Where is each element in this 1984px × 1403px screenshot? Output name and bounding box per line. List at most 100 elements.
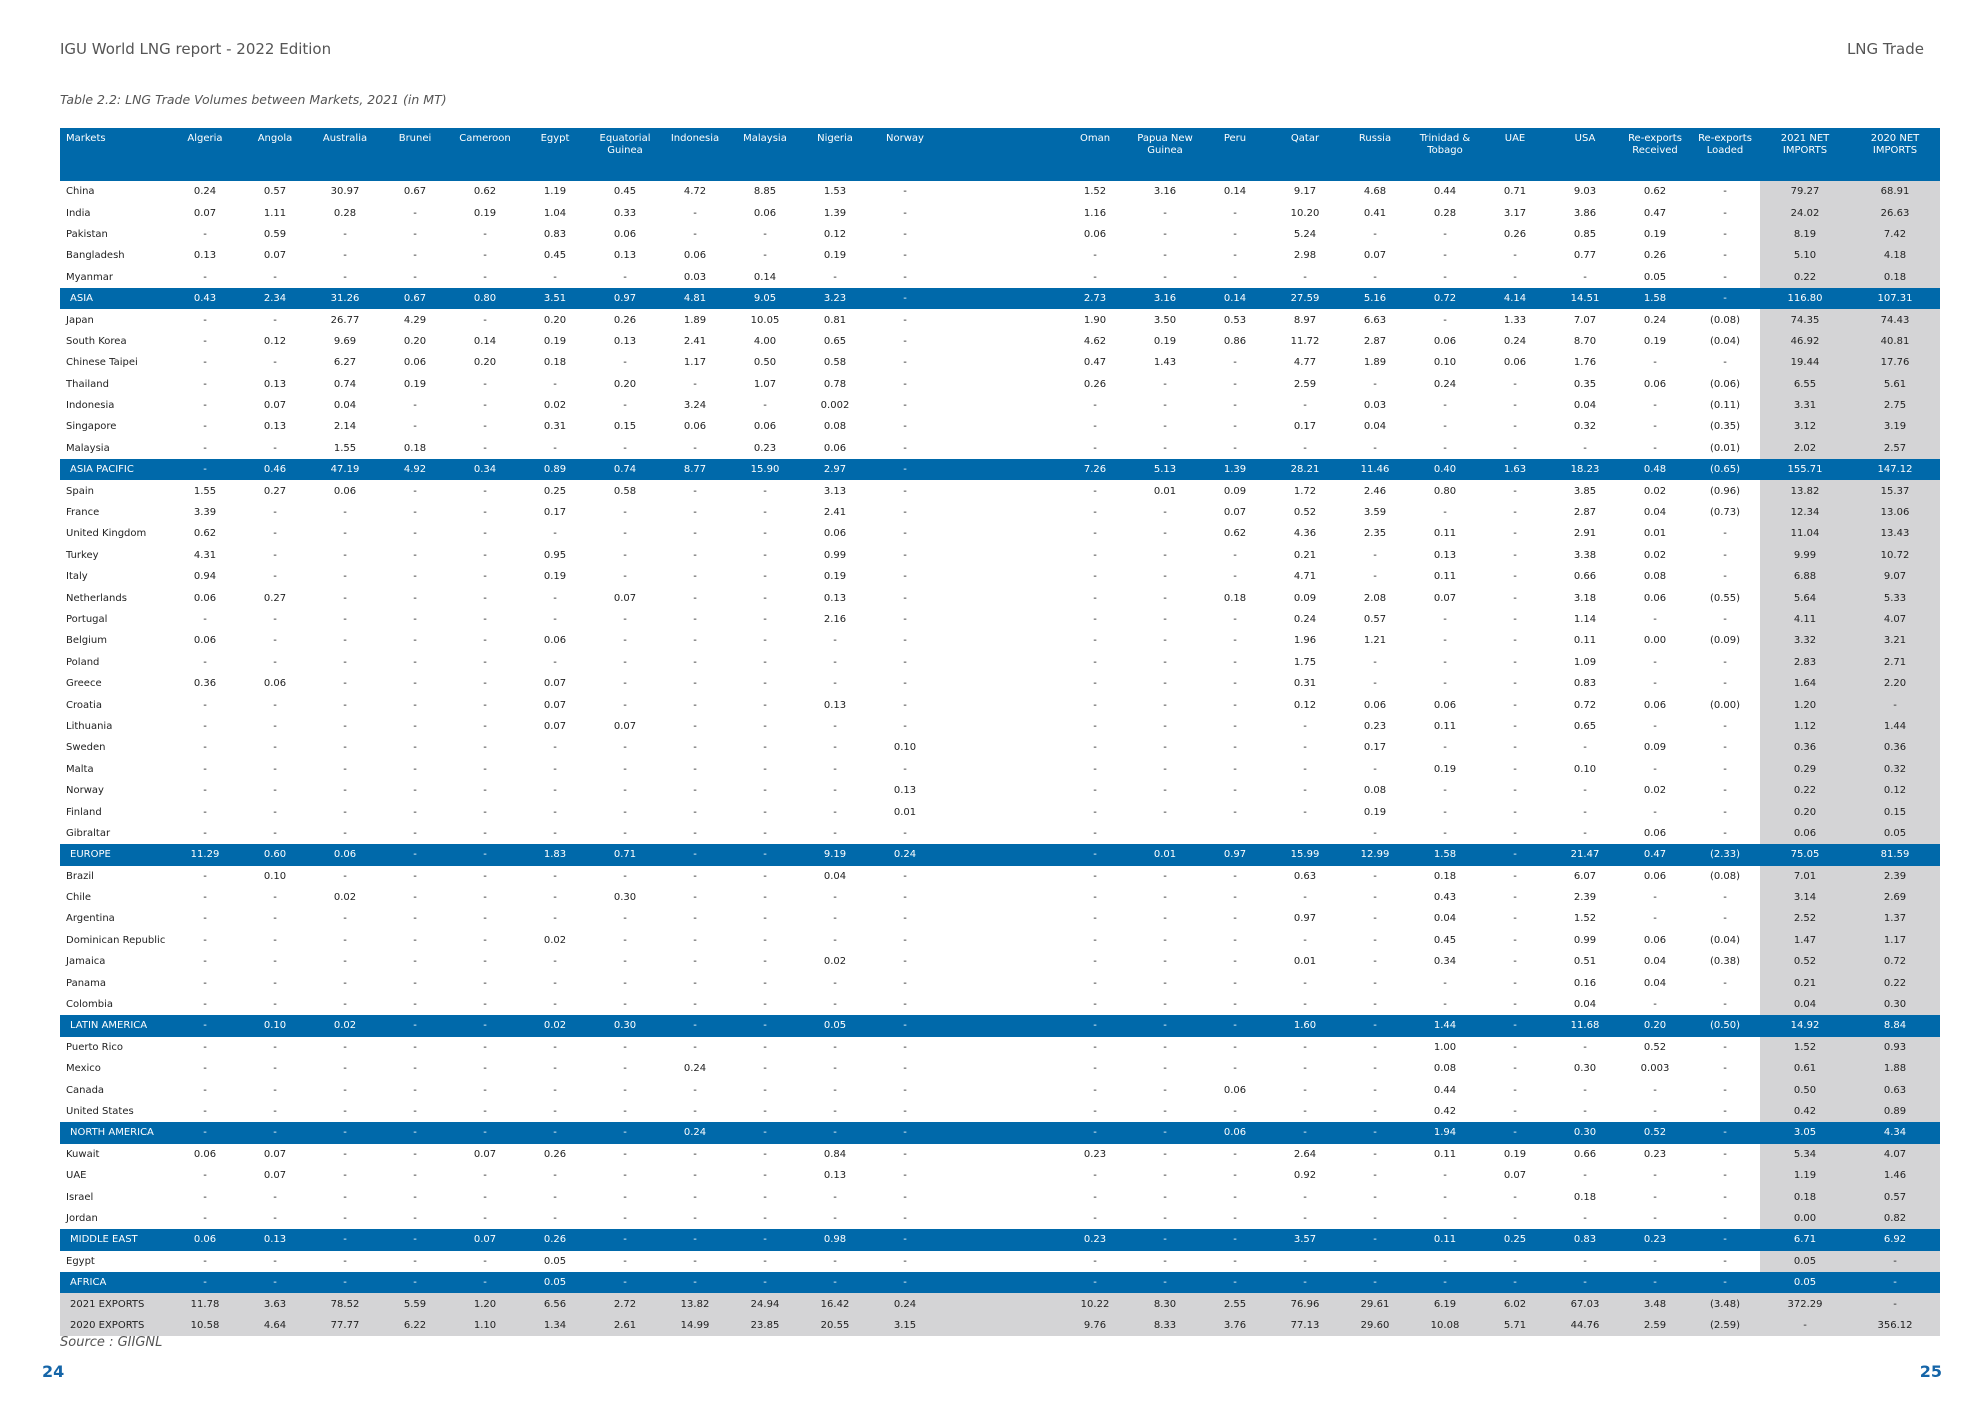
spacer-cell xyxy=(940,759,1060,780)
volume-cell: - xyxy=(1723,913,1727,925)
table-row: Gibraltar - - - - - - - - - - - - - - - -0.06-0.06 0.05 xyxy=(60,822,1940,845)
volume-cell: - xyxy=(903,892,907,904)
net-imports-cell: 0.93 xyxy=(1850,1036,1940,1059)
volume-cell: 4.68 xyxy=(1363,186,1387,198)
volume-cell: - xyxy=(1303,977,1307,989)
volume-cell: - xyxy=(1303,785,1307,797)
volume-cell: - xyxy=(763,1191,767,1203)
volume-cell: - xyxy=(1373,1148,1377,1160)
market-name-cell: Panama xyxy=(66,977,107,989)
volume-cell: 0.92 xyxy=(1293,1170,1317,1182)
volume-cell: - xyxy=(1060,844,1130,866)
net-imports-cell: 3.14 xyxy=(1760,886,1850,909)
spacer-cell xyxy=(940,694,1060,715)
volume-cell: - xyxy=(553,892,557,904)
volume-cell: - xyxy=(903,228,907,240)
net-imports-cell: 372.29 xyxy=(1760,1293,1850,1315)
volume-cell: - xyxy=(413,785,417,797)
volume-cell: 0.36 xyxy=(193,678,217,690)
volume-cell: 0.04 xyxy=(1643,956,1667,968)
volume-cell: - xyxy=(1513,656,1517,668)
volume-cell: 0.43 xyxy=(170,287,240,310)
volume-cell: 6.02 xyxy=(1480,1293,1550,1315)
volume-cell: 0.07 xyxy=(1363,250,1387,262)
volume-cell: - xyxy=(1653,892,1657,904)
volume-cell: 0.03 xyxy=(1363,400,1387,412)
source-note: Source : GIIGNL xyxy=(60,1335,163,1350)
net-imports-cell: 5.61 xyxy=(1850,373,1940,395)
volume-cell: 2.59 xyxy=(1293,378,1317,390)
volume-cell: - xyxy=(203,699,207,711)
table-row: Dominican Republic - - - - - 0.02 - - - - - - - - - - 0.4… xyxy=(60,929,1940,952)
volume-cell: - xyxy=(693,892,697,904)
volume-cell: - xyxy=(763,485,767,497)
volume-cell: - xyxy=(1513,763,1517,775)
volume-cell: 1.07 xyxy=(753,378,777,390)
volume-cell: 0.83 xyxy=(1573,678,1597,690)
volume-cell: - xyxy=(483,1212,487,1224)
volume-cell: 0.16 xyxy=(1573,977,1597,989)
table-row: Finland - - - - - - - - - - 0.01 - - - - 0.19 - - - - - 0.20 0.… xyxy=(60,801,1940,823)
volume-cell: - xyxy=(870,459,940,481)
net-imports-cell: 3.05 xyxy=(1760,1122,1850,1144)
volume-cell: - xyxy=(203,1084,207,1096)
net-imports-cell: 46.92 xyxy=(1760,330,1850,353)
volume-cell: 6.19 xyxy=(1410,1293,1480,1315)
volume-cell: - xyxy=(1303,806,1307,818)
volume-cell: 0.62 xyxy=(193,528,217,540)
table-row: France 3.39 - - - - 0.17 - - - 2.41 - - - 0.07 0.52 3.59… xyxy=(60,501,1940,524)
net-imports-cell: 6.55 xyxy=(1760,373,1850,395)
volume-cell: - xyxy=(623,827,627,839)
volume-cell: 0.19 xyxy=(543,335,567,347)
volume-cell: 1.90 xyxy=(1083,314,1107,326)
volume-cell: 0.18 xyxy=(543,357,567,369)
column-header: Oman xyxy=(1060,128,1130,181)
volume-cell: 0.19 xyxy=(823,571,847,583)
volume-cell: 6.63 xyxy=(1363,314,1387,326)
volume-cell: 0.78 xyxy=(823,378,847,390)
net-imports-cell: 147.12 xyxy=(1850,459,1940,481)
volume-cell: - xyxy=(343,999,347,1011)
volume-cell: - xyxy=(903,528,907,540)
volume-cell: 2.72 xyxy=(590,1293,660,1315)
volume-cell: - xyxy=(1443,250,1447,262)
volume-cell: - xyxy=(903,1170,907,1182)
volume-cell: - xyxy=(1340,1015,1410,1037)
region-total-row: EUROPE 11.29 0.60 0.06- -1.83 0.71- -9.19 0.24-… xyxy=(60,844,1940,866)
volume-cell: - xyxy=(1653,913,1657,925)
volume-cell: (0.50) xyxy=(1690,1015,1760,1037)
volume-cell: 10.58 xyxy=(170,1314,240,1337)
volume-cell: - xyxy=(343,528,347,540)
volume-cell: 29.61 xyxy=(1340,1293,1410,1315)
column-header: Malaysia xyxy=(730,128,800,181)
volume-cell: 2.73 xyxy=(1060,287,1130,310)
volume-cell: (0.65) xyxy=(1690,459,1760,481)
volume-cell: 11.68 xyxy=(1550,1015,1620,1037)
column-header: 2021 NET IMPORTS xyxy=(1760,128,1850,181)
net-imports-cell: 68.91 xyxy=(1850,181,1940,203)
volume-cell: - xyxy=(343,977,347,989)
spacer-cell xyxy=(940,844,1060,866)
table-row: Panama - - - - - - - - - - - - - - - - - - 0.16 0.04 - 0.21 0.2… xyxy=(60,972,1940,994)
volume-cell: 0.34 xyxy=(1433,956,1457,968)
volume-cell: 3.16 xyxy=(1153,186,1177,198)
volume-cell: 4.81 xyxy=(660,287,730,310)
volume-cell: 27.59 xyxy=(1270,287,1340,310)
volume-cell: - xyxy=(1163,742,1167,754)
volume-cell: - xyxy=(413,1105,417,1117)
volume-cell: - xyxy=(1233,806,1237,818)
volume-cell: - xyxy=(1163,228,1167,240)
volume-cell: 0.07 xyxy=(473,1148,497,1160)
market-name-cell: Brazil xyxy=(66,870,94,882)
column-header: Egypt xyxy=(520,128,590,181)
volume-cell: - xyxy=(833,999,837,1011)
volume-cell: - xyxy=(343,250,347,262)
volume-cell: - xyxy=(1233,1063,1237,1075)
volume-cell: 0.04 xyxy=(1573,999,1597,1011)
net-imports-cell: 0.32 xyxy=(1850,758,1940,780)
volume-cell: - xyxy=(623,614,627,625)
volume-cell: 1.52 xyxy=(1573,913,1597,925)
volume-cell: 0.48 xyxy=(1620,459,1690,481)
volume-cell: - xyxy=(1583,1255,1587,1267)
column-header: 2020 NET IMPORTS xyxy=(1850,128,1940,181)
